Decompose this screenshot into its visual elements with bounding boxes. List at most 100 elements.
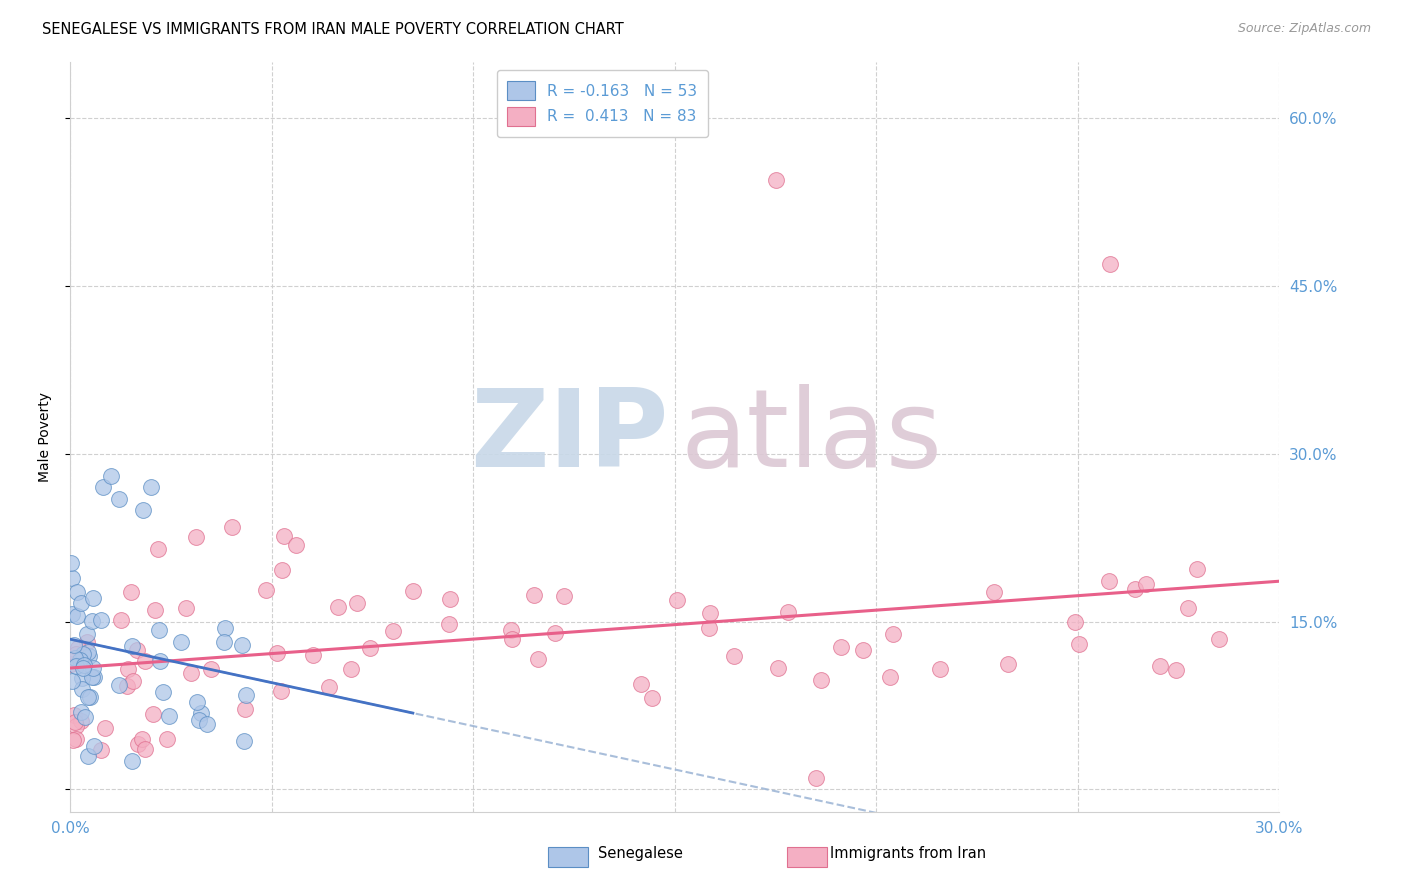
Point (82, 661, 104, 675)
Point (69, 652, 91, 666)
Point (339, 662, 361, 676)
Point (318, 680, 340, 694)
Point (100, 469, 122, 483)
Point (59, 556, 82, 570)
Point (1123, 582, 1146, 597)
Point (90, 742, 112, 756)
Point (190, 706, 212, 721)
Point (131, 732, 153, 747)
Point (882, 627, 904, 641)
Text: SENEGALESE VS IMMIGRANTS FROM IRAN MALE POVERTY CORRELATION CHART: SENEGALESE VS IMMIGRANTS FROM IRAN MALE … (42, 22, 624, 37)
Point (1098, 574, 1121, 588)
Point (62, 638, 84, 652)
Point (127, 642, 149, 657)
Point (76, 635, 98, 649)
Point (170, 635, 193, 649)
Point (142, 707, 165, 722)
Point (72, 671, 94, 685)
Point (134, 742, 156, 756)
Point (1149, 659, 1171, 673)
Point (66, 609, 89, 624)
Point (852, 643, 875, 657)
Point (326, 599, 349, 614)
Point (77, 748, 100, 763)
Point (630, 677, 652, 691)
Point (117, 663, 139, 677)
Point (212, 634, 235, 648)
Point (83, 670, 105, 684)
Point (641, 691, 664, 706)
Point (70, 714, 93, 728)
Point (72, 658, 94, 673)
Point (439, 592, 461, 607)
Point (72, 682, 94, 697)
Point (60, 571, 83, 585)
Point (929, 662, 952, 676)
Point (184, 530, 207, 544)
Point (70, 596, 93, 610)
Point (810, 673, 832, 687)
Text: atlas: atlas (681, 384, 943, 490)
Point (543, 626, 565, 640)
Point (65, 719, 87, 733)
Point (254, 582, 277, 597)
Point (152, 685, 174, 699)
Point (65, 732, 87, 747)
Point (301, 648, 323, 662)
Point (195, 716, 218, 731)
Point (879, 670, 901, 684)
Point (76, 627, 98, 641)
Point (553, 589, 575, 603)
Point (146, 541, 169, 556)
Point (60, 607, 83, 621)
Point (77, 649, 100, 664)
Point (148, 623, 170, 637)
Point (65, 648, 87, 662)
Point (766, 661, 789, 675)
Point (522, 588, 544, 602)
Point (271, 563, 294, 577)
Point (1067, 637, 1090, 651)
Point (66, 640, 89, 655)
Point (70, 706, 93, 720)
Point (231, 638, 253, 652)
Point (66, 585, 89, 599)
Point (200, 662, 222, 676)
Point (666, 592, 689, 607)
Point (107, 491, 129, 506)
Point (76, 690, 98, 704)
Point (149, 654, 172, 668)
Point (156, 731, 179, 746)
Point (699, 606, 721, 620)
Point (723, 648, 745, 663)
Point (65, 715, 87, 730)
Text: ZIP: ZIP (471, 384, 669, 490)
Point (527, 652, 550, 666)
Point (188, 713, 211, 727)
Point (804, 771, 827, 785)
Point (121, 639, 143, 653)
Point (93, 721, 115, 735)
Point (1099, 257, 1122, 271)
Point (72, 648, 94, 662)
Point (82, 591, 104, 606)
Point (235, 702, 257, 716)
Point (830, 640, 852, 654)
Point (73, 710, 96, 724)
Point (157, 709, 180, 723)
Point (65, 651, 87, 665)
Point (266, 646, 288, 660)
Point (174, 601, 197, 615)
Point (1135, 576, 1157, 591)
Point (501, 624, 523, 638)
Point (359, 641, 381, 656)
Point (82, 670, 104, 684)
Point (121, 674, 143, 689)
Point (60, 657, 83, 672)
Point (121, 754, 143, 768)
Point (382, 624, 405, 638)
Point (997, 657, 1019, 671)
Point (115, 679, 138, 693)
Point (62, 733, 84, 747)
Point (501, 632, 523, 646)
